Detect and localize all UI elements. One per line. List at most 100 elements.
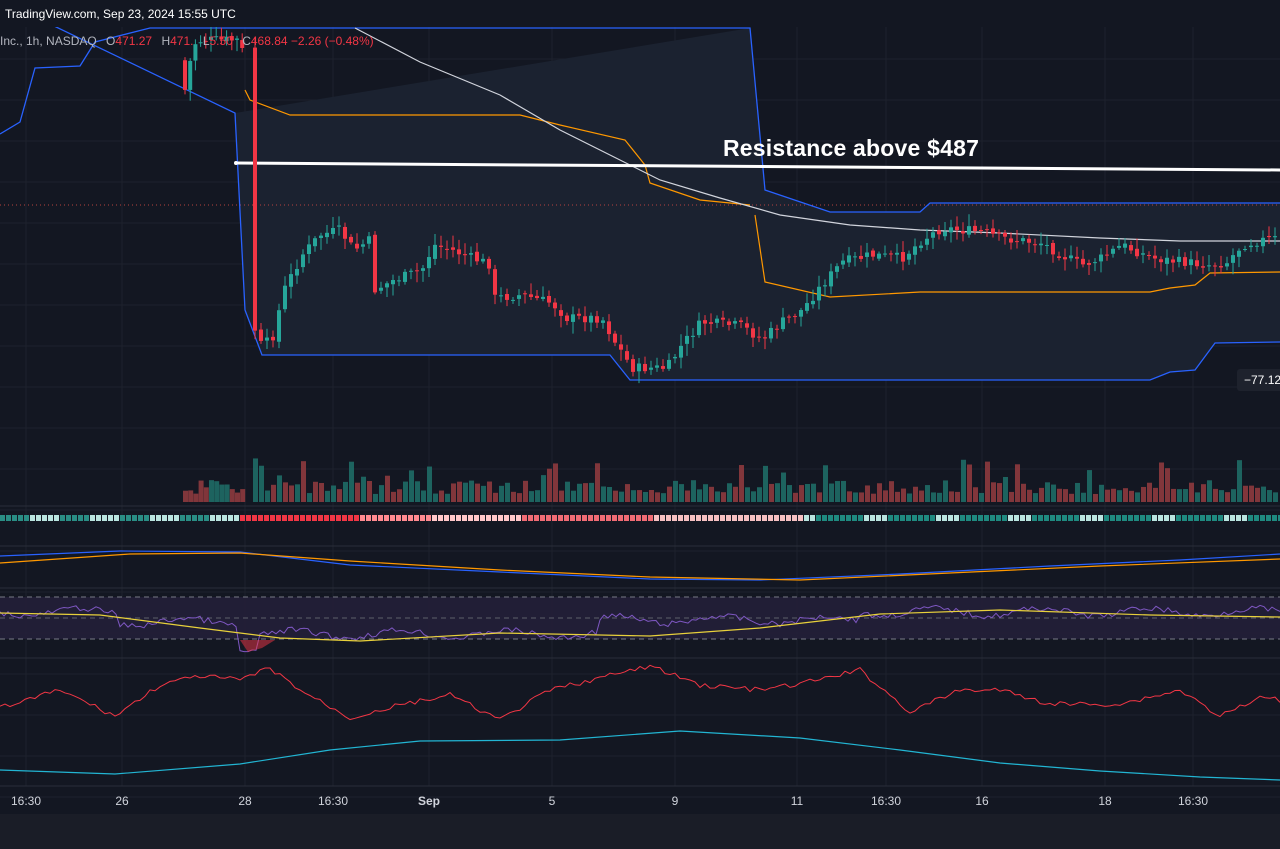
signal-strip-cell	[114, 515, 119, 521]
volume-bar	[703, 484, 708, 502]
volume-bar	[1255, 487, 1260, 502]
signal-strip-cell	[1146, 515, 1151, 521]
volume-bar	[193, 493, 199, 502]
candle-body	[1015, 241, 1019, 243]
signal-strip-cell	[240, 515, 245, 521]
signal-strip-cell	[942, 515, 947, 521]
signal-strip-cell	[192, 515, 197, 521]
resistance-anchor	[234, 161, 238, 165]
candle-body	[871, 250, 875, 257]
volume-bar	[229, 489, 235, 502]
time-axis[interactable]: 16:30 26 28 16:30 Sep 5 9 11 16:30 16 18…	[0, 786, 1280, 814]
signal-strip-cell	[1188, 515, 1193, 521]
signal-strip-cell	[1254, 515, 1259, 521]
candle-body	[235, 38, 239, 40]
candle-body	[1201, 266, 1205, 268]
signal-strip-cell	[246, 515, 251, 521]
volume-bar	[301, 461, 306, 502]
signal-strip-cell	[534, 515, 539, 521]
signal-strip-cell	[882, 515, 887, 521]
candle-body	[925, 238, 929, 245]
signal-strip-cell	[486, 515, 491, 521]
signal-strip-cell	[288, 515, 293, 521]
candle-body	[955, 226, 959, 231]
signal-strip-cell	[768, 515, 773, 521]
candle-body	[595, 316, 599, 323]
volume-bar	[1189, 482, 1194, 502]
signal-strip-cell	[150, 515, 155, 521]
candle-body	[571, 314, 575, 322]
candle-body	[1057, 256, 1061, 258]
volume-bar	[667, 486, 672, 502]
volume-bar	[445, 493, 450, 502]
signal-strip-cell	[1092, 515, 1097, 521]
candle-body	[961, 231, 965, 234]
volume-bar	[991, 482, 996, 502]
signal-strip-cell	[780, 515, 785, 521]
candle-body	[787, 316, 791, 318]
signal-strip-cell	[504, 515, 509, 521]
candle-body	[781, 317, 785, 330]
signal-strip-cell	[1044, 515, 1049, 521]
candle-body	[589, 315, 593, 323]
volume-bar	[415, 481, 420, 502]
candle-body	[601, 320, 605, 323]
signal-strip-cell	[552, 515, 557, 521]
candle-body	[1129, 245, 1133, 251]
signal-strip-cell	[228, 515, 233, 521]
candle-body	[859, 255, 863, 259]
candle-body	[343, 226, 347, 239]
candle-body	[847, 255, 851, 263]
volume-bar	[235, 492, 240, 502]
volume-bar	[697, 489, 702, 502]
candle-body	[703, 320, 707, 324]
signal-strip-cell	[378, 515, 383, 521]
candle-body	[481, 258, 485, 262]
candle-body	[631, 359, 635, 372]
signal-strip-cell	[864, 515, 869, 521]
volume-bar	[865, 485, 870, 502]
volume-bar	[1051, 484, 1056, 502]
candle-body	[295, 268, 299, 276]
signal-strip-cell	[396, 515, 401, 521]
volume-bar	[559, 490, 564, 502]
low-label: L	[202, 34, 210, 48]
signal-strip-cell	[906, 515, 911, 521]
volume-bar	[847, 491, 852, 502]
volume-bar	[907, 493, 912, 502]
signal-line	[0, 552, 1280, 581]
signal-strip-cell	[546, 515, 551, 521]
signal-strip-cell	[498, 515, 503, 521]
volume-bar	[679, 484, 684, 502]
signal-strip-cell	[834, 515, 839, 521]
signal-strip-cell	[816, 515, 821, 521]
volume-bar	[949, 491, 954, 502]
volume-bar	[367, 481, 372, 502]
signal-strip-cell	[888, 515, 893, 521]
volume-bar	[481, 485, 486, 502]
signal-strip-cell	[924, 515, 929, 521]
volume-bar	[619, 491, 624, 502]
candle-body	[427, 257, 431, 269]
volume-bar	[871, 493, 876, 502]
candle-body	[697, 320, 701, 336]
volume-bar	[1045, 482, 1050, 502]
candle-body	[209, 36, 213, 40]
candle-body	[1213, 265, 1217, 267]
candle-body	[913, 246, 917, 255]
open-label: O	[106, 34, 116, 48]
time-tick: 5	[548, 794, 556, 808]
candle-body	[769, 327, 773, 339]
volume-bar	[967, 464, 972, 502]
signal-strip-cell	[1158, 515, 1163, 521]
resistance-annotation[interactable]: Resistance above $487	[723, 135, 980, 161]
signal-strip-cell	[468, 515, 473, 521]
candle-body	[937, 230, 941, 235]
volume-bar	[685, 490, 690, 502]
signal-strip-cell	[588, 515, 593, 521]
header-bar	[0, 0, 1280, 27]
signal-strip-cell	[1050, 515, 1055, 521]
candle-body	[214, 36, 219, 38]
signal-strip-cell	[810, 515, 815, 521]
